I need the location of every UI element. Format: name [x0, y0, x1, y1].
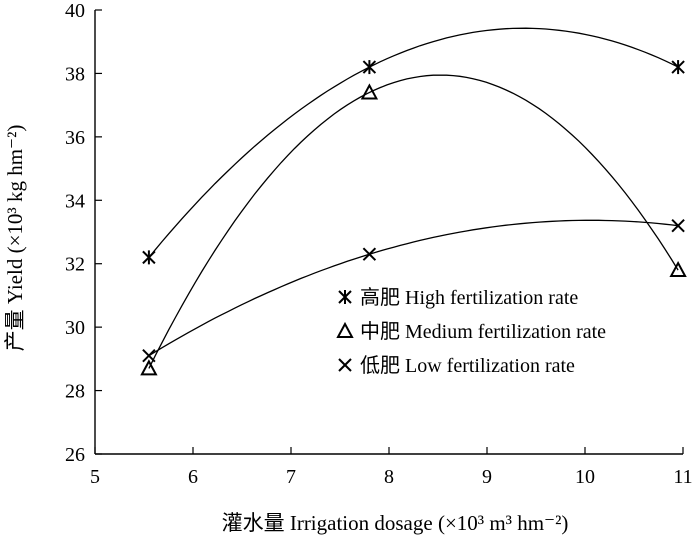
fit-curves: [148, 27, 679, 369]
legend-label: 低肥 Low fertilization rate: [360, 354, 575, 377]
x-tick-label: 10: [575, 466, 595, 488]
legend-marker-cross: [338, 358, 352, 372]
data-point-cross: [142, 348, 156, 363]
data-point-cross: [671, 218, 685, 233]
data-point-asterisk: [362, 60, 377, 75]
y-tick-label: 40: [65, 0, 85, 22]
y-tick-label: 38: [65, 63, 85, 85]
y-tick-label: 26: [65, 444, 85, 466]
y-tick-label: 34: [65, 190, 85, 212]
data-point-asterisk: [142, 250, 156, 265]
legend-marker-triangle: [336, 321, 354, 338]
data-point-triangle: [140, 359, 158, 376]
fit-curve-series-1: [148, 27, 679, 258]
legend: 高肥 High fertilization rate 中肥 Medium fert…: [336, 286, 606, 377]
x-tick-label: 7: [286, 466, 296, 488]
x-axis-label: 灌水量 Irrigation dosage (×10³ m³ hm⁻²): [222, 511, 569, 535]
x-tick-label: 11: [673, 466, 692, 488]
x-tick-label: 8: [384, 466, 394, 488]
x-tick-label: 5: [90, 466, 100, 488]
fit-curve-series-3: [148, 219, 679, 357]
legend-label: 高肥 High fertilization rate: [360, 286, 578, 309]
y-axis-label: 产量 Yield (×10³ kg hm⁻²): [3, 125, 27, 352]
data-point-triangle: [360, 83, 379, 100]
data-markers: [140, 60, 687, 376]
legend-marker-asterisk: [338, 290, 352, 304]
data-point-asterisk: [671, 60, 685, 75]
y-tick-label: 28: [65, 381, 85, 403]
x-tick-label: 9: [482, 466, 492, 488]
data-point-triangle: [669, 260, 687, 278]
y-tick-label: 32: [65, 254, 85, 276]
x-tick-label: 6: [188, 466, 198, 488]
y-tick-label: 36: [65, 127, 85, 149]
data-point-cross: [362, 247, 377, 261]
fit-curve-series-2: [148, 74, 679, 369]
axes: 5 6 7 8 9 10 11 26 28 30 32 34 36 38 40: [65, 0, 693, 488]
y-tick-label: 30: [65, 317, 85, 339]
legend-label: 中肥 Medium fertilization rate: [360, 320, 606, 343]
